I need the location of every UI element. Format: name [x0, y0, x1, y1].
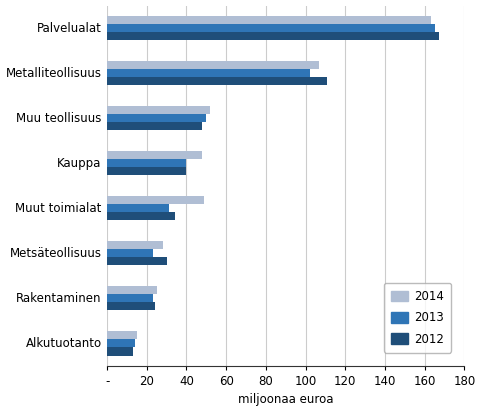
Bar [107, 294, 153, 302]
Bar [107, 347, 132, 356]
Bar [107, 241, 162, 249]
Bar [107, 212, 174, 220]
Bar [107, 339, 134, 347]
Bar [107, 249, 153, 258]
Bar [107, 258, 166, 265]
Bar [107, 106, 210, 114]
Bar [107, 69, 309, 77]
Bar [107, 32, 438, 40]
Bar [107, 286, 156, 294]
Bar [107, 331, 137, 339]
Bar [107, 61, 319, 69]
Bar [107, 196, 204, 204]
Bar [107, 77, 327, 85]
Bar [107, 151, 202, 159]
Bar [107, 114, 206, 122]
Bar [107, 167, 186, 176]
Bar [107, 302, 155, 311]
Bar [107, 16, 430, 24]
X-axis label: miljoonaa euroa: miljoonaa euroa [238, 393, 333, 407]
Bar [107, 204, 168, 212]
Legend: 2014, 2013, 2012: 2014, 2013, 2012 [383, 283, 450, 353]
Bar [107, 122, 202, 130]
Bar [107, 159, 186, 167]
Bar [107, 24, 433, 32]
